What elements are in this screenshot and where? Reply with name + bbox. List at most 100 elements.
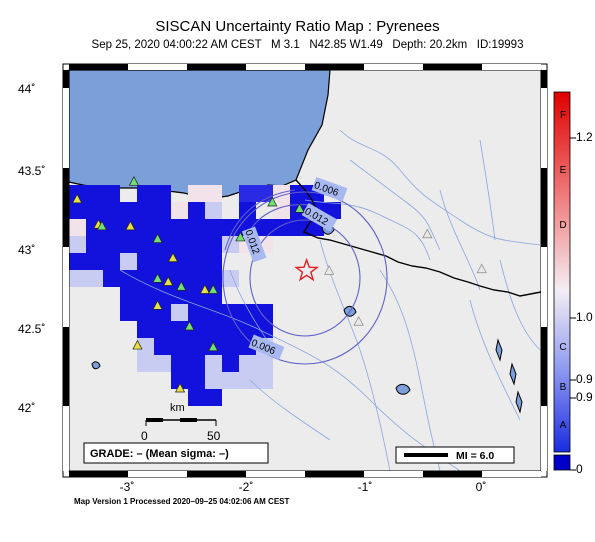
station-triangle-icon (96, 220, 108, 231)
frame-tick (69, 471, 128, 477)
lat-label: 42˚ (18, 401, 36, 415)
grid-cell (205, 185, 222, 202)
frame-tick (63, 247, 69, 327)
frame-tick (541, 247, 547, 327)
grid-cell (222, 304, 239, 321)
frame-tick (128, 471, 187, 477)
colorbar-value: 1.2 (576, 130, 593, 144)
grid-cell (205, 219, 222, 236)
scale-unit: km (170, 402, 185, 414)
grid-cell (171, 270, 188, 287)
station-triangle-icon (324, 265, 335, 275)
frame-tick (364, 471, 423, 477)
grid-cell (137, 253, 154, 270)
mi-box: MI = 6.0 (395, 446, 515, 464)
station-triangle-icon (152, 300, 163, 310)
grid-cell (86, 270, 103, 287)
grid-cell (222, 219, 239, 236)
grid-cell (205, 202, 222, 219)
grid-cell (120, 287, 137, 304)
grid-cell (69, 253, 86, 270)
grid-cell (171, 372, 188, 389)
grid-cell (222, 236, 239, 253)
station-triangle-icon (208, 284, 219, 294)
grid-cell (154, 219, 171, 236)
station-triangle-icon (72, 193, 83, 204)
grade-letter: B (559, 382, 567, 393)
grade-box: GRADE: – (Mean sigma: –) (83, 442, 269, 464)
grid-cell (239, 202, 256, 219)
grid-cell (256, 321, 273, 338)
grade-letter: F (559, 110, 567, 121)
grid-cell (103, 253, 120, 270)
seismic-stations (72, 176, 487, 393)
grid-cell (222, 321, 239, 338)
grid-cell (120, 304, 137, 321)
grid-cell (154, 202, 171, 219)
grid-cell (205, 304, 222, 321)
grid-cell (222, 338, 239, 355)
grid-cell (171, 202, 188, 219)
grid-cell (154, 253, 171, 270)
station-triangle-icon (235, 231, 246, 242)
map-area: 0.006 0.012 0.012 0.006 km 0 50 GRADE: –… (69, 70, 541, 471)
grid-cell (69, 185, 86, 202)
grid-cell (103, 219, 120, 236)
station-triangle-icon (176, 281, 187, 291)
grid-cell (290, 185, 307, 202)
scale-label: 0 (141, 429, 148, 443)
grid-cell (239, 355, 256, 372)
grid-cell (171, 338, 188, 355)
grid-cell (205, 321, 222, 338)
grid-cell (188, 270, 205, 287)
frame-tick (63, 406, 69, 471)
grid-cell (137, 185, 154, 202)
grid-cell (86, 253, 103, 270)
grid-cell (154, 321, 171, 338)
grade-text: GRADE: – (Mean sigma: –) (90, 448, 229, 460)
grade-letter: D (559, 220, 567, 231)
event-info: Sep 25, 2020 04:00:22 AM CEST M 3.1 N42.… (91, 39, 524, 51)
station-triangle-icon (125, 220, 136, 231)
mi-text: MI = 6.0 (456, 450, 494, 462)
grid-cell (103, 270, 120, 287)
frame-tick (305, 64, 364, 70)
grid-cell (154, 287, 171, 304)
frame-tick (541, 168, 547, 247)
grid-cell (239, 372, 256, 389)
grid-cell (86, 202, 103, 219)
grid-cell (188, 236, 205, 253)
frame-tick (305, 471, 364, 477)
frame-tick (541, 327, 547, 406)
map-title: SISCAN Uncertainty Ratio Map : Pyrenees (155, 18, 440, 35)
grid-cell (171, 304, 188, 321)
grid-cell (137, 202, 154, 219)
station-triangle-icon (267, 196, 278, 207)
colorbar-value: 0.9 (576, 372, 593, 386)
grid-cell (137, 355, 154, 372)
grid-cell (120, 270, 137, 287)
grid-cell (137, 236, 154, 253)
grid-cell (273, 185, 290, 202)
grid-cell (222, 372, 239, 389)
grid-cell (205, 253, 222, 270)
grid-cell (154, 185, 171, 202)
grid-cell (137, 304, 154, 321)
grid-cell (239, 304, 256, 321)
station-triangle-icon (353, 315, 364, 326)
station-triangle-icon (152, 233, 163, 243)
uncertainty-grid (69, 185, 341, 406)
grid-cell (205, 372, 222, 389)
grid-cell (188, 321, 205, 338)
grade-letter: A (559, 420, 567, 431)
station-triangle-icon (199, 284, 210, 294)
grid-cell (171, 355, 188, 372)
epicenter-star-icon (294, 257, 320, 282)
lat-label: 43.5˚ (18, 164, 46, 178)
grid-cell (103, 185, 120, 202)
epicenter-star-icon (294, 257, 320, 282)
grid-cell (188, 219, 205, 236)
grid-cell (188, 185, 205, 202)
station-triangle-icon (184, 320, 195, 331)
frame-tick (364, 64, 423, 70)
